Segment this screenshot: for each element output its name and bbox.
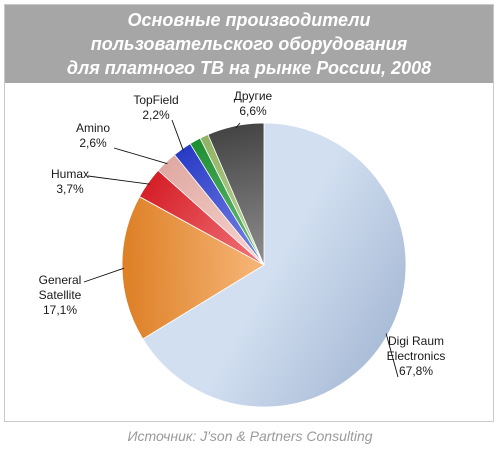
title-line-2: пользовательского оборудования	[90, 34, 408, 54]
slice-value-label-1: 17,1%	[43, 303, 77, 317]
slice-value-label-5: 6,6%	[239, 104, 267, 118]
slice-value-label-0: 67,8%	[399, 364, 433, 378]
chart-title: Основные производители пользовательского…	[5, 5, 493, 83]
leader-line-1	[83, 267, 125, 283]
slice-name-label-0: Digi Raum	[388, 334, 444, 348]
slice-name-label-5: Другие	[234, 89, 273, 103]
source-note: Источник: J'son & Partners Consulting	[127, 428, 373, 444]
slice-name-label-4: TopField	[133, 93, 178, 107]
slice-value-label-4: 2,2%	[142, 108, 170, 122]
leader-line-5	[235, 122, 241, 129]
slice-name-label-0: Electronics	[387, 349, 446, 363]
pie-slice-5	[207, 122, 265, 266]
title-line-3: для платного ТВ на рынке России, 2008	[66, 58, 432, 78]
slice-name-label-3: Amino	[76, 121, 110, 135]
slice-name-label-1: General	[39, 273, 82, 287]
slice-value-label-3: 2,6%	[79, 136, 107, 150]
leader-line-2	[87, 175, 150, 185]
pie-slice-1	[121, 196, 265, 340]
slice-name-label-2: Humax	[51, 167, 89, 181]
slice-value-label-2: 3,7%	[56, 182, 84, 196]
title-line-1: Основные производители	[127, 10, 371, 30]
pie-slice-0	[142, 122, 407, 408]
leader-line-4	[171, 119, 184, 151]
leader-line-3	[113, 147, 168, 165]
slice-name-label-1: Satellite	[39, 288, 82, 302]
leader-line-0	[385, 333, 399, 378]
